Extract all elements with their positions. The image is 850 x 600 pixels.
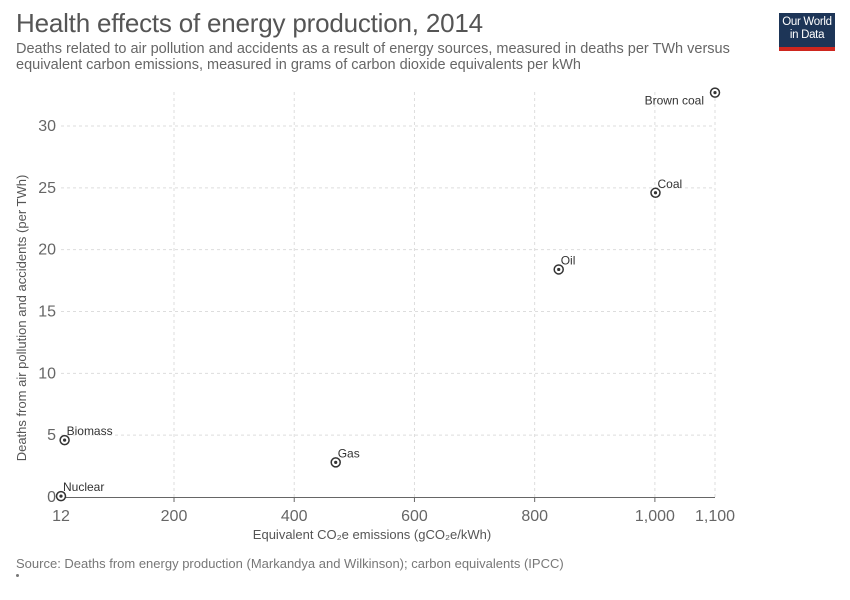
y-axis-title: Deaths from air pollution and accidents … [14, 175, 29, 462]
point-center [653, 191, 658, 195]
point-label: Biomass [67, 424, 113, 438]
x-tick-label: 600 [401, 508, 428, 525]
data-point-biomass: Biomass [59, 424, 113, 446]
data-point-coal: Coal [650, 177, 682, 199]
y-tick-label: 15 [38, 304, 56, 321]
point-label: Oil [561, 253, 576, 267]
logo-line-1: Our World [782, 16, 832, 28]
data-point-nuclear: Nuclear [55, 480, 104, 502]
x-min-label: 12 [52, 508, 70, 525]
chart-title: Health effects of energy production, 201… [16, 8, 483, 38]
point-center [557, 267, 561, 272]
point-label: Gas [338, 446, 360, 460]
owid-logo[interactable]: Our World in Data [779, 13, 835, 51]
x-tick-label: 200 [161, 508, 188, 525]
x-axis-title: Equivalent CO₂e emissions (gCO₂e/kWh) [253, 527, 491, 542]
y-tick-label: 20 [38, 242, 56, 259]
y-tick-label: 5 [47, 427, 56, 444]
logo-line-2: in Data [789, 29, 825, 41]
footnote-dot [16, 574, 19, 577]
point-layer: Nuclear Biomass Gas Oil Coal Brown coal [55, 87, 721, 502]
x-max-label: 1,100 [695, 508, 735, 525]
y-tick-label: 30 [38, 118, 56, 135]
point-center [713, 91, 717, 95]
data-point-oil: Oil [553, 253, 576, 275]
point-center [63, 438, 67, 442]
point-center [334, 460, 338, 464]
point-label: Nuclear [63, 480, 104, 494]
point-label: Coal [657, 177, 682, 191]
data-point-brown-coal: Brown coal [645, 87, 721, 108]
x-tick-label: 400 [281, 508, 308, 525]
point-center [59, 494, 63, 498]
point-label: Brown coal [645, 94, 704, 108]
grid-layer [61, 92, 716, 497]
axis-layer: 0 5 10 15 20 25 30 200 400 600 800 1,000 12 1,100 [38, 118, 735, 525]
data-point-gas: Gas [330, 446, 360, 468]
y-tick-label: 0 [47, 489, 56, 506]
source-note: Source: Deaths from energy production (M… [16, 556, 564, 571]
y-tick-label: 25 [38, 180, 56, 197]
chart-subtitle: Deaths related to air pollution and acci… [16, 41, 730, 73]
y-tick-label: 10 [38, 365, 56, 382]
x-tick-label: 800 [521, 508, 548, 525]
x-tick-label: 1,000 [635, 508, 675, 525]
